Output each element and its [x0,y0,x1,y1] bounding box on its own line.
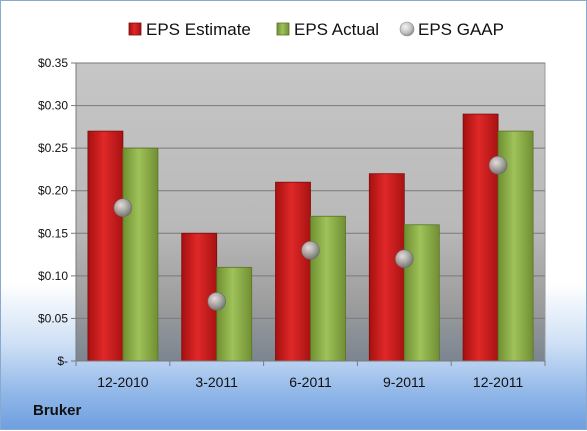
x-tick-label: 9-2011 [383,374,426,390]
legend-label: EPS GAAP [418,20,504,39]
eps-estimate-bar [462,113,499,362]
eps-estimate-bar [275,181,311,362]
x-tick-label: 12-2011 [473,374,524,390]
y-tick-label: $0.25 [38,141,68,155]
x-tick-label: 12-2010 [97,374,149,390]
y-tick-label: $0.15 [38,226,68,240]
eps-actual-bar [310,215,346,362]
legend-item: EPS GAAP [399,20,504,39]
legend-swatch [128,22,142,36]
eps-gaap-marker [207,292,226,311]
eps-estimate-bar [368,173,405,362]
eps-actual-bar [216,266,253,362]
y-tick-label: $- [57,354,68,368]
x-tick-label: 3-2011 [195,374,238,390]
y-tick-label: $0.30 [38,99,68,113]
legend-swatch [276,22,290,36]
eps-gaap-marker [394,249,414,269]
eps-gaap-marker [113,198,133,218]
legend-label: EPS Actual [294,20,379,39]
y-tick-label: $0.35 [38,56,68,70]
eps-gaap-marker [488,155,508,175]
eps-gaap-marker [301,241,320,260]
legend-label: EPS Estimate [146,20,251,39]
legend-item: EPS Actual [276,20,379,39]
y-tick-label: $0.10 [38,269,68,283]
legend-swatch [399,21,415,37]
y-tick-label: $0.05 [38,311,68,325]
eps-estimate-bar [87,130,124,362]
y-tick-label: $0.20 [38,184,68,198]
x-tick-label: 6-2011 [289,374,332,390]
legend-item: EPS Estimate [128,20,251,39]
eps-actual-bar [403,224,440,362]
company-name: Bruker [33,402,82,419]
eps-actual-bar [122,147,159,362]
